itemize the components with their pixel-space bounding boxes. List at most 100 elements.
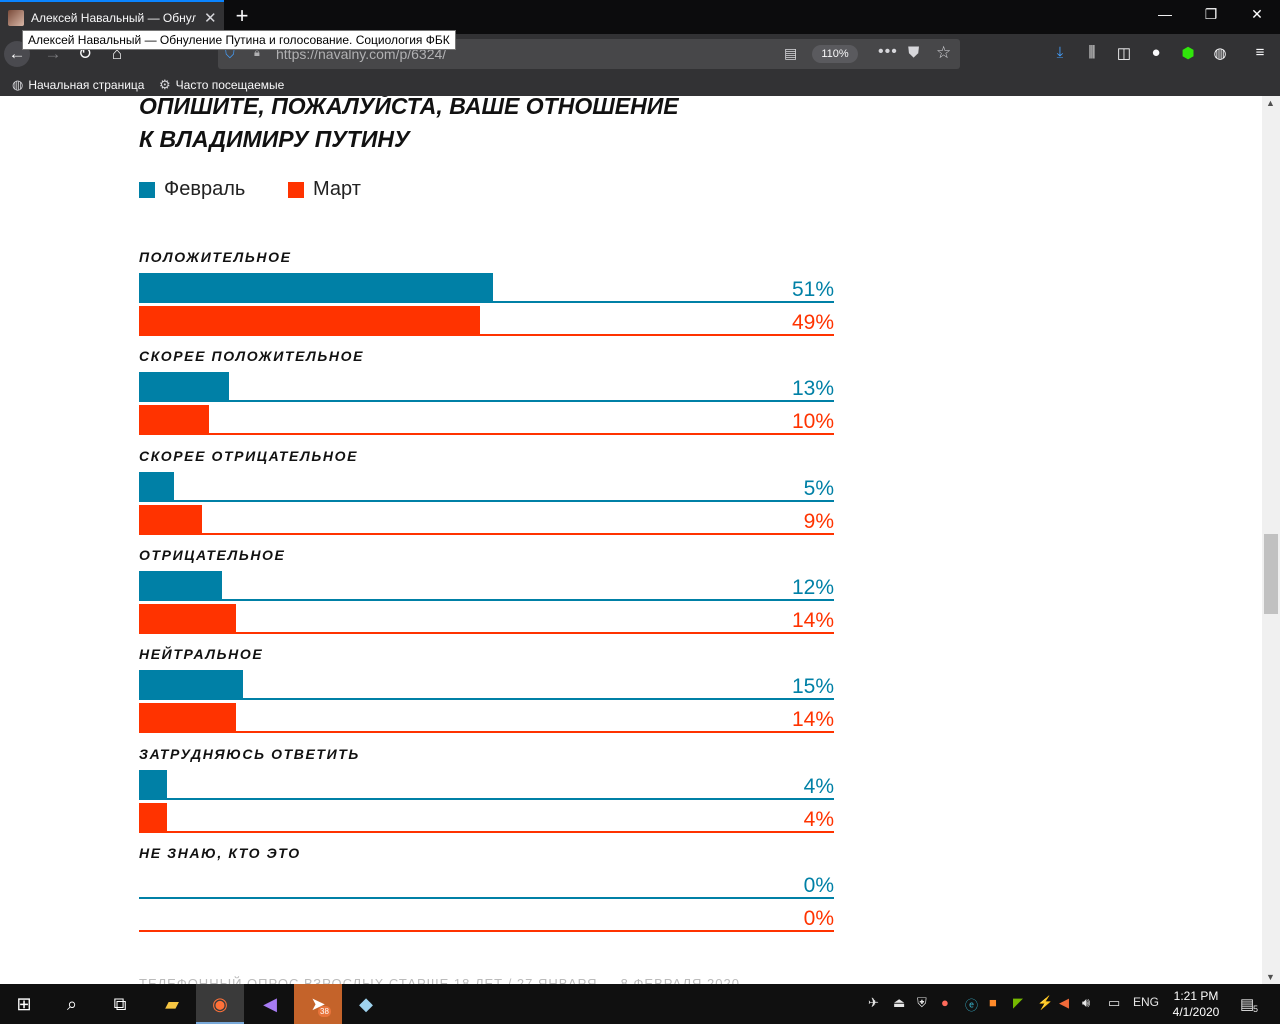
bar-row: 0% (139, 902, 834, 932)
lightning-icon[interactable]: ⚡ (1037, 995, 1054, 1010)
bar (139, 670, 244, 701)
search-icon[interactable]: ⌕ (66, 994, 78, 1014)
bar-value-label: 9% (803, 509, 834, 533)
sidebar-icon[interactable]: ◫ (1116, 45, 1132, 62)
zoom-level[interactable]: 110% (812, 45, 858, 63)
pocket-icon[interactable]: ⛊ (908, 44, 920, 61)
language-indicator[interactable]: ENG (1133, 995, 1160, 1009)
chart-footnote: ТЕЛЕФОННЫЙ ОПРОС ВЗРОСЛЫХ СТАРШЕ 18 ЛЕТ … (139, 976, 740, 984)
shield-tray-icon[interactable]: ⛨ (917, 995, 927, 1010)
gear-icon: ⚙ (159, 77, 171, 92)
visual-studio-icon[interactable]: ◀ (263, 994, 277, 1014)
page-content: ОПИШИТЕ, ПОЖАЛУЙСТА, ВАШЕ ОТНОШЕНИЕ К ВЛ… (0, 96, 1262, 984)
notifications-count: 5 (1253, 1004, 1259, 1014)
start-icon[interactable]: ⊞ (16, 994, 32, 1014)
nvidia-icon[interactable]: ◤ (1013, 995, 1023, 1010)
network-icon[interactable]: ▭ (1108, 995, 1121, 1010)
telegram-icon[interactable]: ➤ (294, 984, 342, 1024)
bar-baseline (139, 830, 834, 833)
menu-icon[interactable]: ≡ (1255, 44, 1265, 61)
tracking-shield-icon[interactable]: ⛉ (225, 46, 235, 61)
tray-app-icon[interactable]: ● (941, 995, 949, 1010)
reader-view-icon[interactable]: ▤ (784, 45, 798, 61)
bookmark-start-page[interactable]: ◍ Начальная страница (12, 77, 144, 93)
bookmark-most-visited[interactable]: ⚙ Часто посещаемые (159, 77, 284, 93)
tab-title: Алексей Навальный — Обнуление Путина и г… (31, 11, 196, 25)
account-icon[interactable]: ● (1151, 44, 1161, 61)
file-explorer-icon[interactable]: ▰ (165, 994, 179, 1014)
home-button[interactable]: ⌂ (111, 44, 123, 63)
tray-app-icon[interactable]: ◀ (1059, 995, 1069, 1010)
restore-button[interactable]: ❐ (1204, 6, 1218, 22)
bar-value-label: 0% (803, 906, 834, 930)
bar-row: 51% (139, 273, 834, 303)
bar-row: 4% (139, 802, 834, 833)
close-window-button[interactable]: ✕ (1251, 6, 1263, 22)
tray-app-icon[interactable]: ■ (989, 995, 997, 1010)
bar-row: 10% (139, 405, 834, 436)
legend-label: Март (313, 178, 361, 200)
firefox-icon[interactable]: ◉ (196, 984, 244, 1024)
bar-row: 14% (139, 703, 834, 734)
page-actions-icon[interactable]: ••• (878, 43, 898, 60)
url-text[interactable]: https://navalny.com/p/6324/ (276, 46, 447, 62)
bar-row: 13% (139, 372, 834, 403)
bar (139, 273, 494, 303)
url-bar[interactable]: ⛉ 🔒︎ https://navalny.com/p/6324/ ▤ 110% … (218, 39, 960, 69)
bar (139, 306, 480, 336)
minimize-button[interactable]: — (1158, 6, 1172, 22)
browser-tab[interactable]: Алексей Навальный — Обнуление Путина и г… (0, 0, 224, 34)
bar-baseline (139, 731, 834, 734)
bar (139, 471, 174, 502)
bar-value-label: 51% (791, 278, 834, 301)
notifications-icon[interactable]: ▤ (1240, 996, 1255, 1013)
bar (139, 603, 237, 634)
bar-row: 12% (139, 570, 834, 601)
category-label: СКОРЕЕ ПОЛОЖИТЕЛЬНОЕ (139, 348, 365, 365)
bar-value-label: 12% (791, 575, 834, 599)
bar-value-label: 5% (803, 476, 834, 500)
task-view-icon[interactable]: ⧉ (113, 994, 127, 1014)
library-icon[interactable]: ⫼ (1088, 44, 1096, 61)
globe-icon[interactable]: ◍ (1213, 45, 1227, 62)
edge-icon[interactable]: ⓔ (965, 998, 979, 1013)
bar-baseline (139, 598, 834, 601)
bar-baseline (139, 400, 834, 403)
bookmarks-toolbar: ◍ Начальная страница ⚙ Часто посещаемые (0, 74, 1280, 96)
bookmark-star-icon[interactable]: ☆ (936, 43, 952, 62)
bar (139, 405, 209, 436)
app-icon[interactable]: ◆ (359, 994, 373, 1014)
scroll-down-icon[interactable]: ▼ (1266, 972, 1275, 982)
bar-value-label: 15% (791, 675, 834, 699)
bar (139, 703, 237, 734)
legend-item-march: Март (288, 178, 361, 201)
scroll-thumb[interactable] (1264, 534, 1278, 614)
downloads-icon[interactable]: ⤓ (1056, 44, 1064, 61)
bar-value-label: 0% (803, 873, 834, 897)
bar-value-label: 10% (791, 410, 834, 434)
tab-close-icon[interactable]: ✕ (204, 10, 217, 27)
tray-icon[interactable]: ✈ (868, 995, 879, 1010)
volume-icon[interactable]: 🔊︎ (1082, 995, 1091, 1010)
extension-icon[interactable]: ⬢ (1181, 45, 1195, 62)
page-scrollbar[interactable]: ▲ ▼ (1262, 96, 1280, 984)
lock-icon[interactable]: 🔒︎ (254, 47, 260, 59)
tab-favicon-icon (8, 10, 24, 26)
navigation-bar: ← → ↻ ⌂ ⛉ 🔒︎ https://navalny.com/p/6324/… (0, 34, 1280, 74)
legend-swatch (139, 181, 155, 198)
legend-item-february: Февраль (139, 178, 245, 201)
bar-value-label: 13% (791, 377, 834, 401)
bar-baseline (139, 631, 834, 634)
new-tab-button[interactable]: + (235, 3, 249, 28)
clock[interactable]: 1:21 PM 4/1/2020 (1168, 988, 1224, 1020)
bar-row: 4% (139, 769, 834, 800)
bar-row: 0% (139, 869, 834, 899)
bar-value-label: 14% (791, 708, 834, 732)
chart-title: ОПИШИТЕ, ПОЖАЛУЙСТА, ВАШЕ ОТНОШЕНИЕ К ВЛ… (139, 96, 679, 156)
legend-swatch (288, 181, 304, 198)
scroll-up-icon[interactable]: ▲ (1266, 98, 1275, 108)
bar-baseline (139, 532, 834, 535)
chart-title-line: К ВЛАДИМИРУ ПУТИНУ (139, 126, 410, 152)
bar-baseline (139, 698, 834, 701)
usb-icon[interactable]: ⏏ (893, 995, 906, 1010)
